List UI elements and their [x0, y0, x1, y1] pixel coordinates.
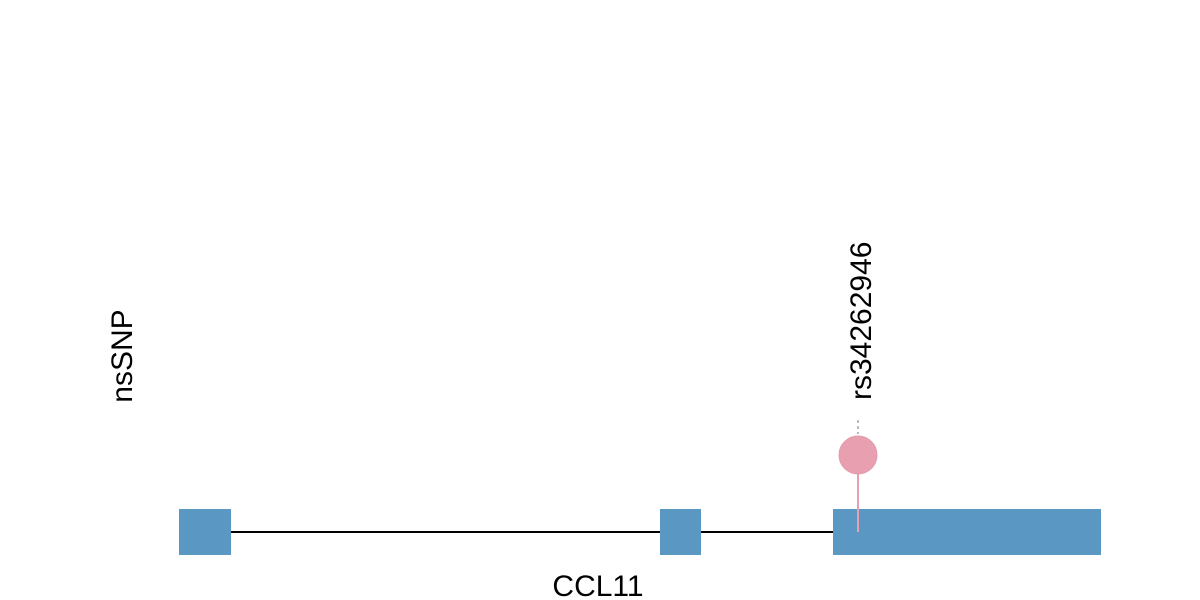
exon-2	[660, 509, 701, 555]
track-label: nsSNP	[106, 309, 139, 402]
snp-marker[interactable]	[838, 435, 878, 475]
exon-1	[179, 509, 231, 555]
gene-label: CCL11	[552, 570, 643, 600]
exon-3	[833, 509, 1101, 555]
snp-label: rs34262946	[845, 242, 878, 400]
